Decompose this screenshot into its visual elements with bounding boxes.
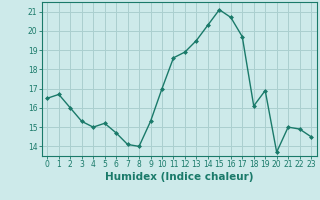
X-axis label: Humidex (Indice chaleur): Humidex (Indice chaleur) [105,172,253,182]
